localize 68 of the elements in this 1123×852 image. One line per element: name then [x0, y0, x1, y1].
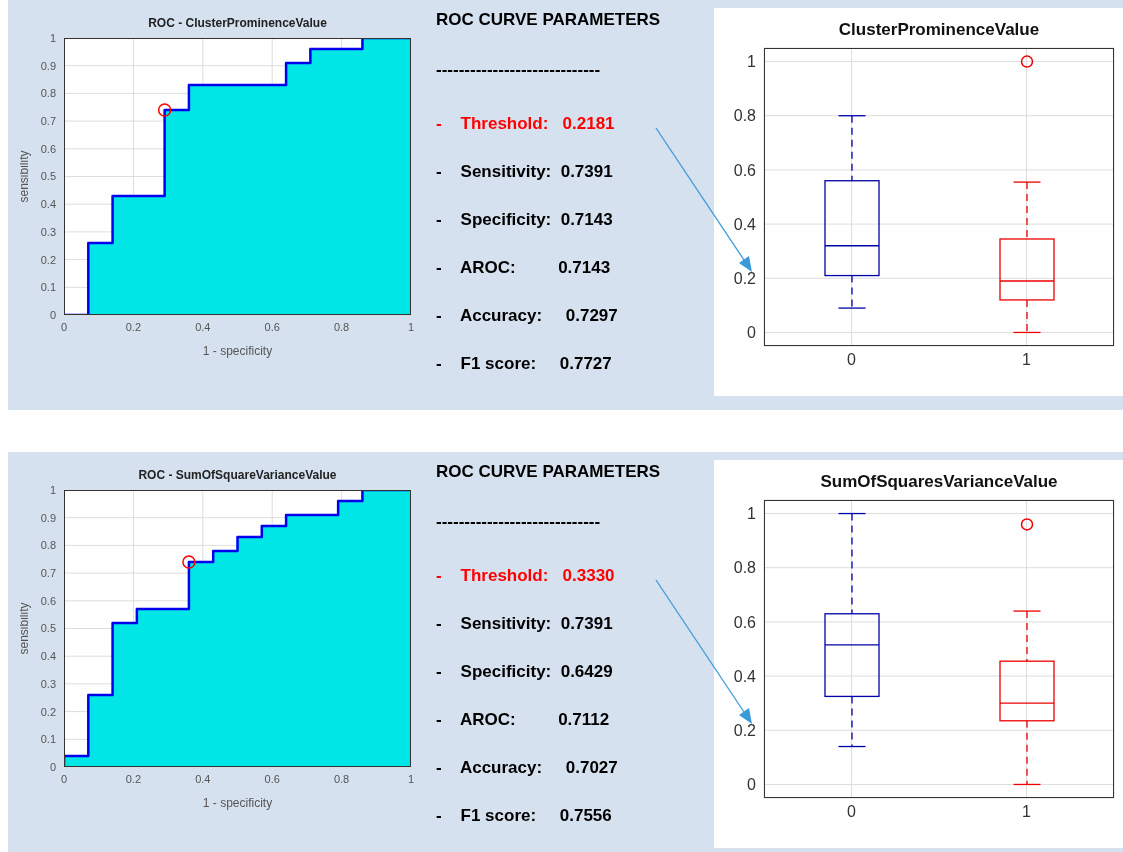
y-tick-label: 0.7	[40, 567, 56, 580]
text: - Threshold: 0.2181	[436, 113, 616, 135]
text: - Accuracy: 0.7297	[436, 305, 619, 327]
y-tick-label: 0.6	[40, 142, 56, 155]
text: ROC CURVE PARAMETERS	[436, 462, 662, 483]
y-tick-label: 0.9	[40, 511, 56, 524]
y-tick-label: 0.4	[733, 215, 757, 233]
text: - AROC: 0.7112	[436, 709, 611, 731]
y-tick-label: 0	[49, 760, 56, 773]
text: -----------------------------	[436, 59, 602, 81]
chart-title: ROC - SumOfSquareVarianceValue	[137, 468, 338, 482]
y-tick-label: 0.6	[40, 594, 56, 607]
y-tick-label: 0.6	[733, 161, 757, 179]
x-tick-label: 0.2	[125, 772, 142, 785]
y-tick-label: 0.3	[40, 677, 56, 690]
y-tick-label: 0.2	[733, 269, 757, 287]
y-tick-label: 0.2	[40, 253, 56, 266]
y-tick-label: 0.8	[40, 539, 56, 552]
x-tick-label: 0.4	[195, 320, 211, 333]
text: ROC CURVE PARAMETERS	[436, 10, 662, 31]
y-tick-label: 0.2	[40, 705, 56, 718]
y-tick-label: 0.6	[733, 613, 757, 631]
text: -----------------------------	[436, 511, 602, 533]
y-tick-label: 0.5	[40, 170, 56, 183]
text: - Specificity: 0.6429	[436, 661, 614, 683]
y-tick-label: 0.4	[733, 667, 757, 685]
x-tick-label: 0.8	[333, 772, 350, 785]
text: - AROC: 0.7143	[436, 257, 612, 279]
x-tick-label: 0	[60, 772, 68, 785]
y-axis-title: sensibility	[17, 602, 32, 655]
x-axis-title: 1 - specificity	[202, 796, 273, 810]
text: - Sensitivity: 0.7391	[436, 613, 614, 635]
x-tick-label: 0.6	[264, 772, 280, 785]
y-tick-label: 0.8	[733, 107, 757, 125]
y-tick-label: 0.4	[40, 650, 56, 663]
x-tick-label: 0.6	[264, 320, 280, 333]
x-tick-label: 0.8	[333, 320, 350, 333]
y-tick-label: 0.1	[40, 281, 56, 294]
y-tick-label: 0.4	[40, 198, 56, 211]
y-tick-label: 0.2	[733, 721, 757, 739]
y-tick-label: 0.3	[40, 225, 56, 238]
text: - Sensitivity: 0.7391	[436, 161, 614, 183]
y-tick-label: 0.5	[40, 622, 56, 635]
text: - Accuracy: 0.7027	[436, 757, 619, 779]
chart-title: ROC - ClusterProminenceValue	[147, 16, 328, 30]
y-tick-label: 0	[49, 308, 56, 321]
text: - F1 score: 0.7556	[436, 805, 613, 827]
y-axis-title: sensibility	[17, 150, 32, 203]
x-tick-label: 1	[407, 772, 415, 785]
y-tick-label: 1	[49, 31, 56, 44]
y-tick-label: 0.9	[40, 59, 56, 72]
y-tick-label: 0.7	[40, 115, 56, 127]
chart-title: ClusterProminenceValue	[837, 20, 1041, 40]
x-tick-label: 0	[60, 320, 68, 333]
y-tick-label: 0.8	[733, 559, 757, 577]
text: - Specificity: 0.7143	[436, 209, 614, 231]
x-axis-title: 1 - specificity	[202, 344, 273, 358]
x-tick-label: 0.2	[125, 320, 142, 333]
y-tick-label: 1	[747, 53, 757, 71]
y-tick-label: 0.1	[40, 733, 56, 746]
text: - Threshold: 0.3330	[436, 565, 616, 587]
y-tick-label: 1	[747, 505, 757, 523]
chart-title: SumOfSquaresVarianceValue	[819, 472, 1059, 492]
y-tick-label: 1	[49, 483, 56, 496]
y-tick-label: 0.8	[40, 87, 56, 100]
x-tick-label: 0.4	[195, 772, 211, 785]
x-tick-label: 1	[407, 320, 415, 333]
text: - F1 score: 0.7727	[436, 353, 613, 375]
